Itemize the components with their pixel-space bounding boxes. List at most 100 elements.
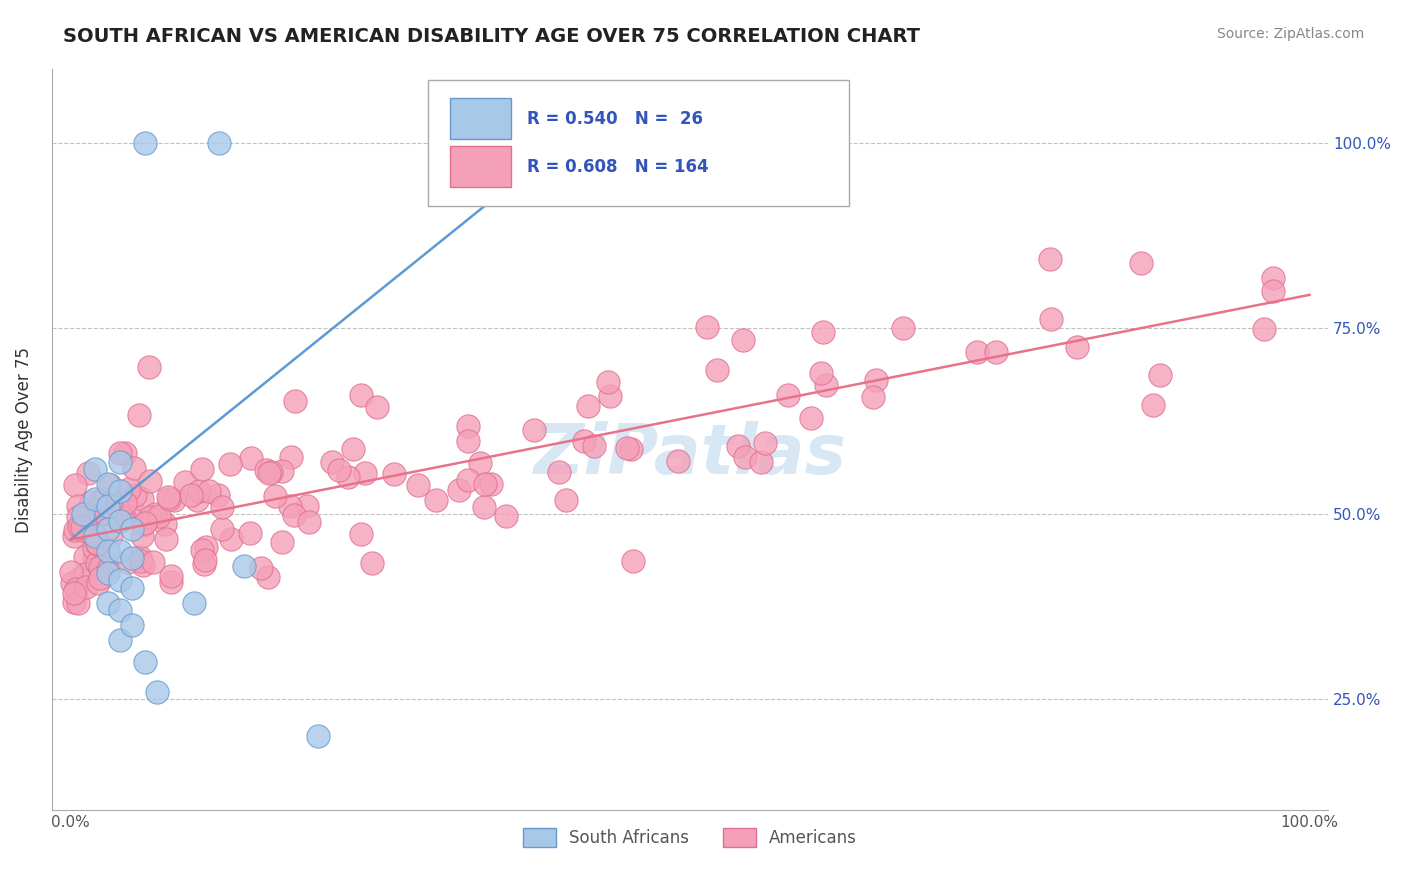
Point (94, 506, 117, 520)
Point (111, 511, 134, 525)
Point (1039, 252, 1062, 266)
Point (114, 510, 136, 524)
Point (280, 450, 302, 464)
Point (1142, 398, 1164, 412)
Point (472, 500, 495, 514)
Point (108, 455, 131, 469)
FancyBboxPatch shape (450, 98, 512, 139)
Point (124, 488, 146, 502)
Legend: South Africans, Americans: South Africans, Americans (516, 822, 863, 855)
Point (114, 445, 136, 459)
Point (77, 524, 100, 539)
Point (457, 434, 479, 448)
Point (727, 439, 749, 453)
Point (254, 463, 277, 477)
Point (87, 575, 110, 590)
Point (259, 466, 281, 480)
Point (776, 388, 799, 402)
Point (117, 555, 139, 569)
Point (108, 603, 131, 617)
Point (139, 474, 162, 488)
Point (129, 554, 152, 568)
Point (621, 554, 644, 568)
Point (129, 549, 152, 564)
Point (620, 442, 643, 456)
Point (183, 596, 205, 610)
Point (108, 543, 131, 558)
Point (66, 500, 89, 514)
Point (96, 522, 118, 536)
Point (96, 500, 118, 514)
Point (84, 462, 107, 476)
Point (408, 477, 430, 491)
Point (63, 529, 86, 543)
Text: ZiPatlas: ZiPatlas (533, 421, 846, 488)
Point (1039, 312, 1062, 326)
Point (342, 442, 364, 456)
Point (97, 561, 120, 575)
Point (479, 476, 502, 491)
Point (96, 543, 118, 558)
Point (218, 457, 240, 471)
Point (361, 556, 384, 570)
Point (75, 580, 97, 594)
Point (470, 456, 492, 470)
Point (219, 533, 242, 547)
Point (63, 478, 86, 492)
Point (1130, 256, 1153, 270)
Point (811, 325, 834, 339)
Point (1253, 322, 1275, 336)
Point (105, 507, 128, 521)
Point (862, 390, 884, 404)
Point (891, 320, 914, 334)
Point (108, 514, 131, 528)
FancyBboxPatch shape (429, 79, 849, 206)
Point (132, 558, 155, 573)
Point (207, 488, 229, 502)
FancyBboxPatch shape (450, 146, 512, 187)
Y-axis label: Disability Age Over 75: Disability Age Over 75 (15, 346, 32, 533)
Point (66, 510, 89, 524)
Point (100, 495, 122, 509)
Point (195, 541, 218, 555)
Point (298, 516, 321, 530)
Point (457, 474, 479, 488)
Point (63, 595, 86, 609)
Text: Source: ZipAtlas.com: Source: ZipAtlas.com (1216, 27, 1364, 41)
Point (198, 484, 221, 499)
Point (134, 655, 156, 669)
Point (84, 529, 107, 543)
Point (118, 482, 141, 496)
Point (572, 434, 595, 448)
Point (271, 534, 294, 549)
Point (523, 423, 546, 437)
Point (232, 558, 254, 573)
Point (384, 467, 406, 481)
Point (271, 464, 294, 478)
Point (108, 632, 131, 647)
Point (191, 462, 214, 476)
Point (193, 557, 215, 571)
Point (734, 450, 756, 465)
Point (66, 596, 89, 610)
Text: R = 0.540   N =  26: R = 0.540 N = 26 (527, 110, 703, 128)
Text: SOUTH AFRICAN VS AMERICAN DISABILITY AGE OVER 75 CORRELATION CHART: SOUTH AFRICAN VS AMERICAN DISABILITY AGE… (63, 27, 921, 45)
Point (349, 526, 371, 541)
Point (800, 410, 823, 425)
Point (114, 496, 136, 510)
Point (96, 596, 118, 610)
Point (1066, 340, 1088, 354)
Point (108, 445, 131, 459)
Point (260, 465, 283, 479)
Point (153, 516, 176, 531)
Point (160, 569, 183, 583)
Point (474, 477, 496, 491)
Point (666, 454, 689, 468)
Point (239, 526, 262, 541)
Point (121, 618, 143, 632)
Point (72, 523, 94, 537)
Point (70, 520, 93, 534)
Point (80, 495, 103, 509)
Point (96, 477, 118, 491)
Point (194, 552, 217, 566)
